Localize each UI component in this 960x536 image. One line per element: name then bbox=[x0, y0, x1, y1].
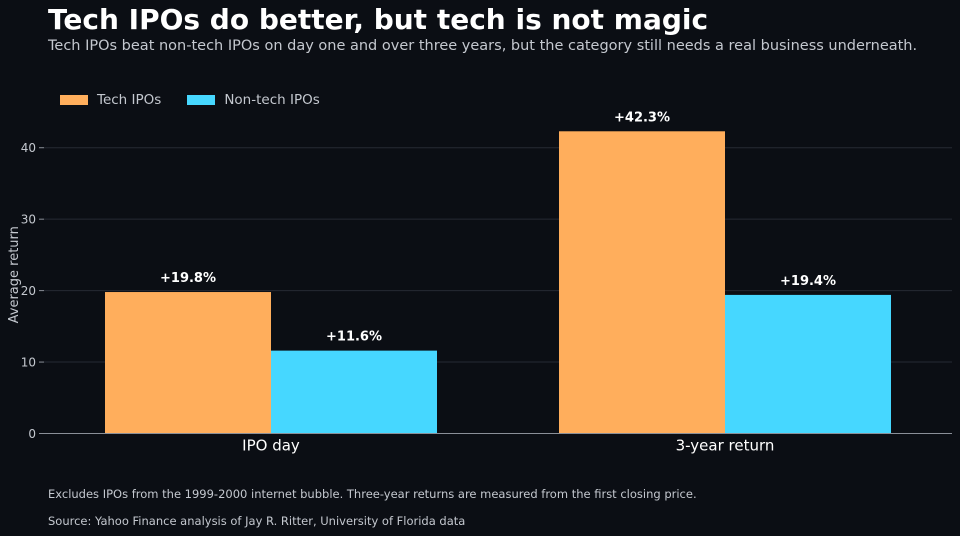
x-tick-label: 3-year return bbox=[676, 437, 775, 455]
y-axis-label: Average return bbox=[7, 226, 22, 323]
y-tick-label: 40 bbox=[21, 141, 36, 155]
data-label: +19.8% bbox=[160, 271, 216, 286]
legend-label-tech: Tech IPOs bbox=[97, 92, 162, 108]
y-tick-label: 10 bbox=[21, 356, 36, 370]
y-tick-label: 20 bbox=[21, 284, 36, 298]
chart-subtitle: Tech IPOs beat non-tech IPOs on day one … bbox=[48, 38, 918, 54]
data-label: +11.6% bbox=[326, 330, 382, 345]
source-note: Source: Yahoo Finance analysis of Jay R.… bbox=[48, 514, 466, 528]
y-tick-label: 0 bbox=[28, 427, 36, 441]
legend-item-tech: Tech IPOs bbox=[60, 92, 161, 108]
bar-tech-3-year bbox=[559, 131, 725, 434]
footnote: Excludes IPOs from the 1999-2000 interne… bbox=[48, 487, 697, 501]
x-tick-label: IPO day bbox=[242, 437, 300, 455]
legend-item-nontech: Non-tech IPOs bbox=[187, 92, 320, 108]
legend-swatch-tech bbox=[60, 95, 88, 105]
data-label: +19.4% bbox=[780, 274, 836, 289]
legend-label-nontech: Non-tech IPOs bbox=[224, 92, 320, 108]
legend-swatch-nontech bbox=[187, 95, 216, 105]
chart-title: Tech IPOs do better, but tech is not mag… bbox=[48, 3, 709, 36]
bar-tech-ipo-day bbox=[105, 292, 271, 434]
bar-nontech-ipo-day bbox=[271, 350, 437, 434]
bar-nontech-3-year bbox=[725, 294, 891, 434]
data-label: +42.3% bbox=[614, 110, 670, 125]
legend: Tech IPOs Non-tech IPOs bbox=[60, 92, 346, 108]
y-tick-label: 30 bbox=[21, 213, 36, 227]
